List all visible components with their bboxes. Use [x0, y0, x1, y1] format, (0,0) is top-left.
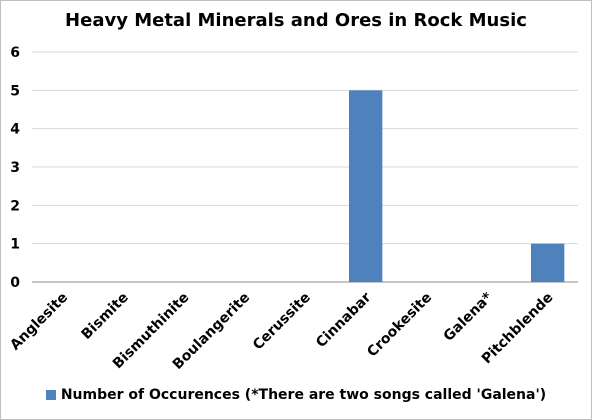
y-tick-label: 5 [10, 83, 20, 99]
x-tick-label: Cerussite [250, 290, 314, 354]
legend-label: Number of Occurences (*There are two son… [60, 387, 547, 403]
y-tick-label: 3 [10, 160, 20, 176]
bar-cinnabar [348, 90, 383, 282]
x-tick-label: Galena* [441, 289, 497, 345]
x-axis-ticks: Anglesite BismiteBismuthiniteBoulangerite… [7, 289, 556, 373]
x-tick-label: Crookesite [364, 290, 435, 361]
bars [348, 90, 565, 282]
y-tick-label: 1 [10, 237, 20, 253]
gridlines [32, 51, 578, 283]
y-tick-label: 2 [10, 198, 20, 214]
x-tick-label: Bismite [79, 290, 132, 343]
y-axis-ticks: 0 1 2 3 4 5 6 [10, 45, 20, 291]
y-tick-label: 0 [10, 275, 20, 291]
legend: Number of Occurences (*There are two son… [0, 387, 592, 403]
x-tick-label: Cinnabar [313, 289, 374, 350]
bar-pitchblende [530, 243, 565, 282]
chart-title: Heavy Metal Minerals and Ores in Rock Mu… [65, 10, 527, 31]
y-tick-label: 6 [10, 45, 20, 61]
y-tick-label: 4 [10, 122, 20, 138]
x-tick-label: Anglesite [7, 290, 71, 354]
legend-swatch [45, 390, 56, 400]
